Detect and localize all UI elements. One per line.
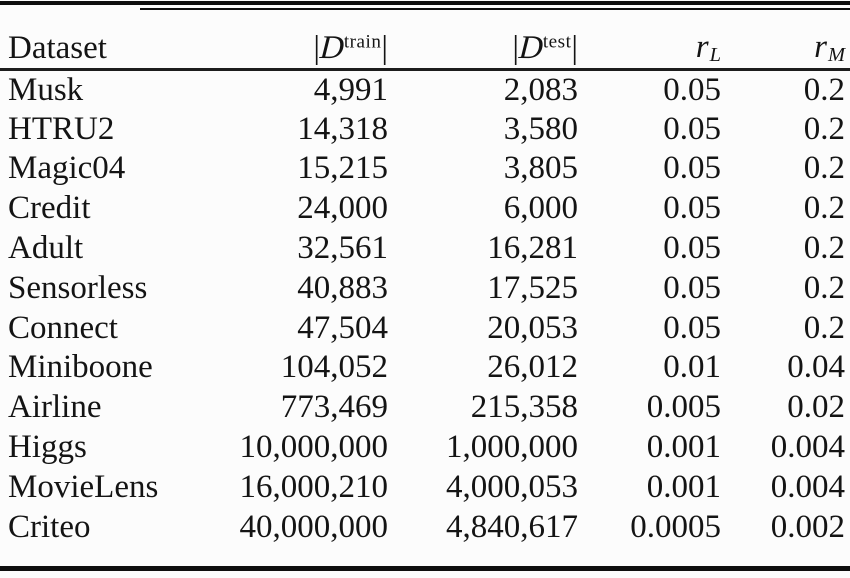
train-size-cell: 773,469: [280, 389, 388, 426]
dataset-name-cell: Musk: [8, 71, 84, 108]
train-superscript: train: [343, 31, 382, 53]
table-row: Airline 773,469 215,358 0.005 0.02: [0, 388, 850, 428]
header-row: Dataset |Dtrain| |Dtest| rL rM: [0, 10, 850, 71]
col-header-r-l: rL: [580, 10, 724, 71]
r-l-cell: 0.05: [663, 190, 721, 227]
r-l-cell: 0.05: [663, 71, 721, 108]
col-header-train-size: |Dtrain|: [215, 10, 390, 71]
table-body: Musk 4,991 2,083 0.05 0.2 HTRU2 14,318 3…: [0, 70, 850, 548]
dataset-name-cell: HTRU2: [8, 110, 115, 147]
table-row: Magic04 15,215 3,805 0.05 0.2: [0, 149, 850, 189]
dataset-name-cell: Magic04: [8, 150, 126, 187]
train-size-cell: 15,215: [297, 150, 388, 187]
test-size-cell: 4,840,617: [446, 508, 578, 545]
train-size-cell: 104,052: [280, 349, 388, 386]
top-rule-thick: [0, 1, 850, 5]
test-size-cell: 4,000,053: [446, 468, 578, 505]
train-size-cell: 14,318: [297, 110, 388, 147]
top-rule-thin: [140, 8, 850, 10]
r-l-cell: 0.05: [663, 230, 721, 267]
table-header: Dataset |Dtrain| |Dtest| rL rM: [0, 10, 850, 71]
train-size-cell: 10,000,000: [239, 429, 389, 466]
test-size-cell: 3,580: [503, 110, 578, 147]
right-bar: |: [571, 30, 578, 66]
test-size-cell: 215,358: [470, 389, 578, 426]
r-l-cell: 0.005: [646, 389, 721, 426]
r-m-cell: 0.004: [770, 429, 845, 466]
l-subscript: L: [709, 43, 721, 66]
dataset-name-cell: Adult: [8, 230, 84, 267]
r-m-cell: 0.2: [803, 190, 845, 227]
dataset-name-cell: Airline: [8, 389, 102, 426]
table-row: Miniboone 104,052 26,012 0.01 0.04: [0, 348, 850, 388]
train-size-cell: 47,504: [297, 309, 388, 346]
r-l-cell: 0.05: [663, 110, 721, 147]
dataset-name-cell: Sensorless: [8, 269, 148, 306]
r-m-cell: 0.2: [803, 71, 845, 108]
test-size-cell: 26,012: [487, 349, 578, 386]
r-m-cell: 0.2: [803, 230, 845, 267]
dataset-name-cell: Criteo: [8, 508, 91, 545]
dataset-name-cell: Miniboone: [8, 349, 153, 386]
left-bar: |: [313, 30, 320, 66]
table-row: Credit 24,000 6,000 0.05 0.2: [0, 189, 850, 229]
table-row: Higgs 10,000,000 1,000,000 0.001 0.004: [0, 428, 850, 468]
r-l-cell: 0.05: [663, 150, 721, 187]
dataset-statistics-table: Dataset |Dtrain| |Dtest| rL rM Musk 4,9: [0, 10, 850, 547]
r-m-cell: 0.04: [787, 349, 845, 386]
col-header-test-size: |Dtest|: [390, 10, 580, 71]
r-m-cell: 0.2: [803, 150, 845, 187]
dataset-name-cell: Credit: [8, 190, 91, 227]
r-symbol: r: [814, 28, 827, 65]
test-size-cell: 16,281: [487, 230, 578, 267]
r-m-cell: 0.2: [803, 110, 845, 147]
table-row: Criteo 40,000,000 4,840,617 0.0005 0.002: [0, 507, 850, 547]
r-l-cell: 0.05: [663, 269, 721, 306]
test-superscript: test: [542, 31, 572, 53]
test-size-cell: 17,525: [487, 269, 578, 306]
dataset-name-cell: Higgs: [8, 429, 87, 466]
r-l-cell: 0.001: [646, 468, 721, 505]
train-size-cell: 40,000,000: [239, 508, 389, 545]
test-size-cell: 2,083: [503, 71, 578, 108]
r-m-cell: 0.004: [770, 468, 845, 505]
r-m-cell: 0.2: [803, 309, 845, 346]
train-size-cell: 4,991: [313, 71, 388, 108]
table-row: HTRU2 14,318 3,580 0.05 0.2: [0, 109, 850, 149]
dataset-name-cell: MovieLens: [8, 468, 159, 505]
train-size-cell: 40,883: [297, 269, 388, 306]
col-header-dataset: Dataset: [0, 10, 215, 71]
train-size-cell: 32,561: [297, 230, 388, 267]
table-row: Connect 47,504 20,053 0.05 0.2: [0, 308, 850, 348]
script-d-symbol: D: [318, 30, 346, 66]
r-l-cell: 0.01: [663, 349, 721, 386]
dataset-name-cell: Connect: [8, 309, 118, 346]
table-row: Adult 32,561 16,281 0.05 0.2: [0, 229, 850, 269]
train-size-cell: 16,000,210: [239, 468, 389, 505]
left-bar: |: [512, 30, 519, 66]
right-bar: |: [381, 30, 388, 66]
table-row: MovieLens 16,000,210 4,000,053 0.001 0.0…: [0, 467, 850, 507]
test-size-cell: 6,000: [503, 190, 578, 227]
r-symbol: r: [695, 28, 709, 65]
table-row: Sensorless 40,883 17,525 0.05 0.2: [0, 268, 850, 308]
r-l-cell: 0.001: [646, 429, 721, 466]
col-header-r-m: rM: [724, 10, 850, 71]
m-subscript: M: [827, 43, 845, 66]
test-size-cell: 20,053: [487, 309, 578, 346]
test-size-cell: 1,000,000: [446, 429, 578, 466]
r-l-cell: 0.0005: [630, 508, 721, 545]
table-row: Musk 4,991 2,083 0.05 0.2: [0, 70, 850, 110]
test-size-cell: 3,805: [503, 150, 578, 187]
bottom-rule: [0, 566, 850, 571]
r-l-cell: 0.05: [663, 309, 721, 346]
r-m-cell: 0.2: [803, 269, 845, 306]
script-d-symbol: D: [517, 30, 545, 66]
r-m-cell: 0.002: [770, 508, 845, 545]
train-size-cell: 24,000: [297, 190, 388, 227]
r-m-cell: 0.02: [787, 389, 845, 426]
dataset-header-label: Dataset: [8, 30, 107, 66]
